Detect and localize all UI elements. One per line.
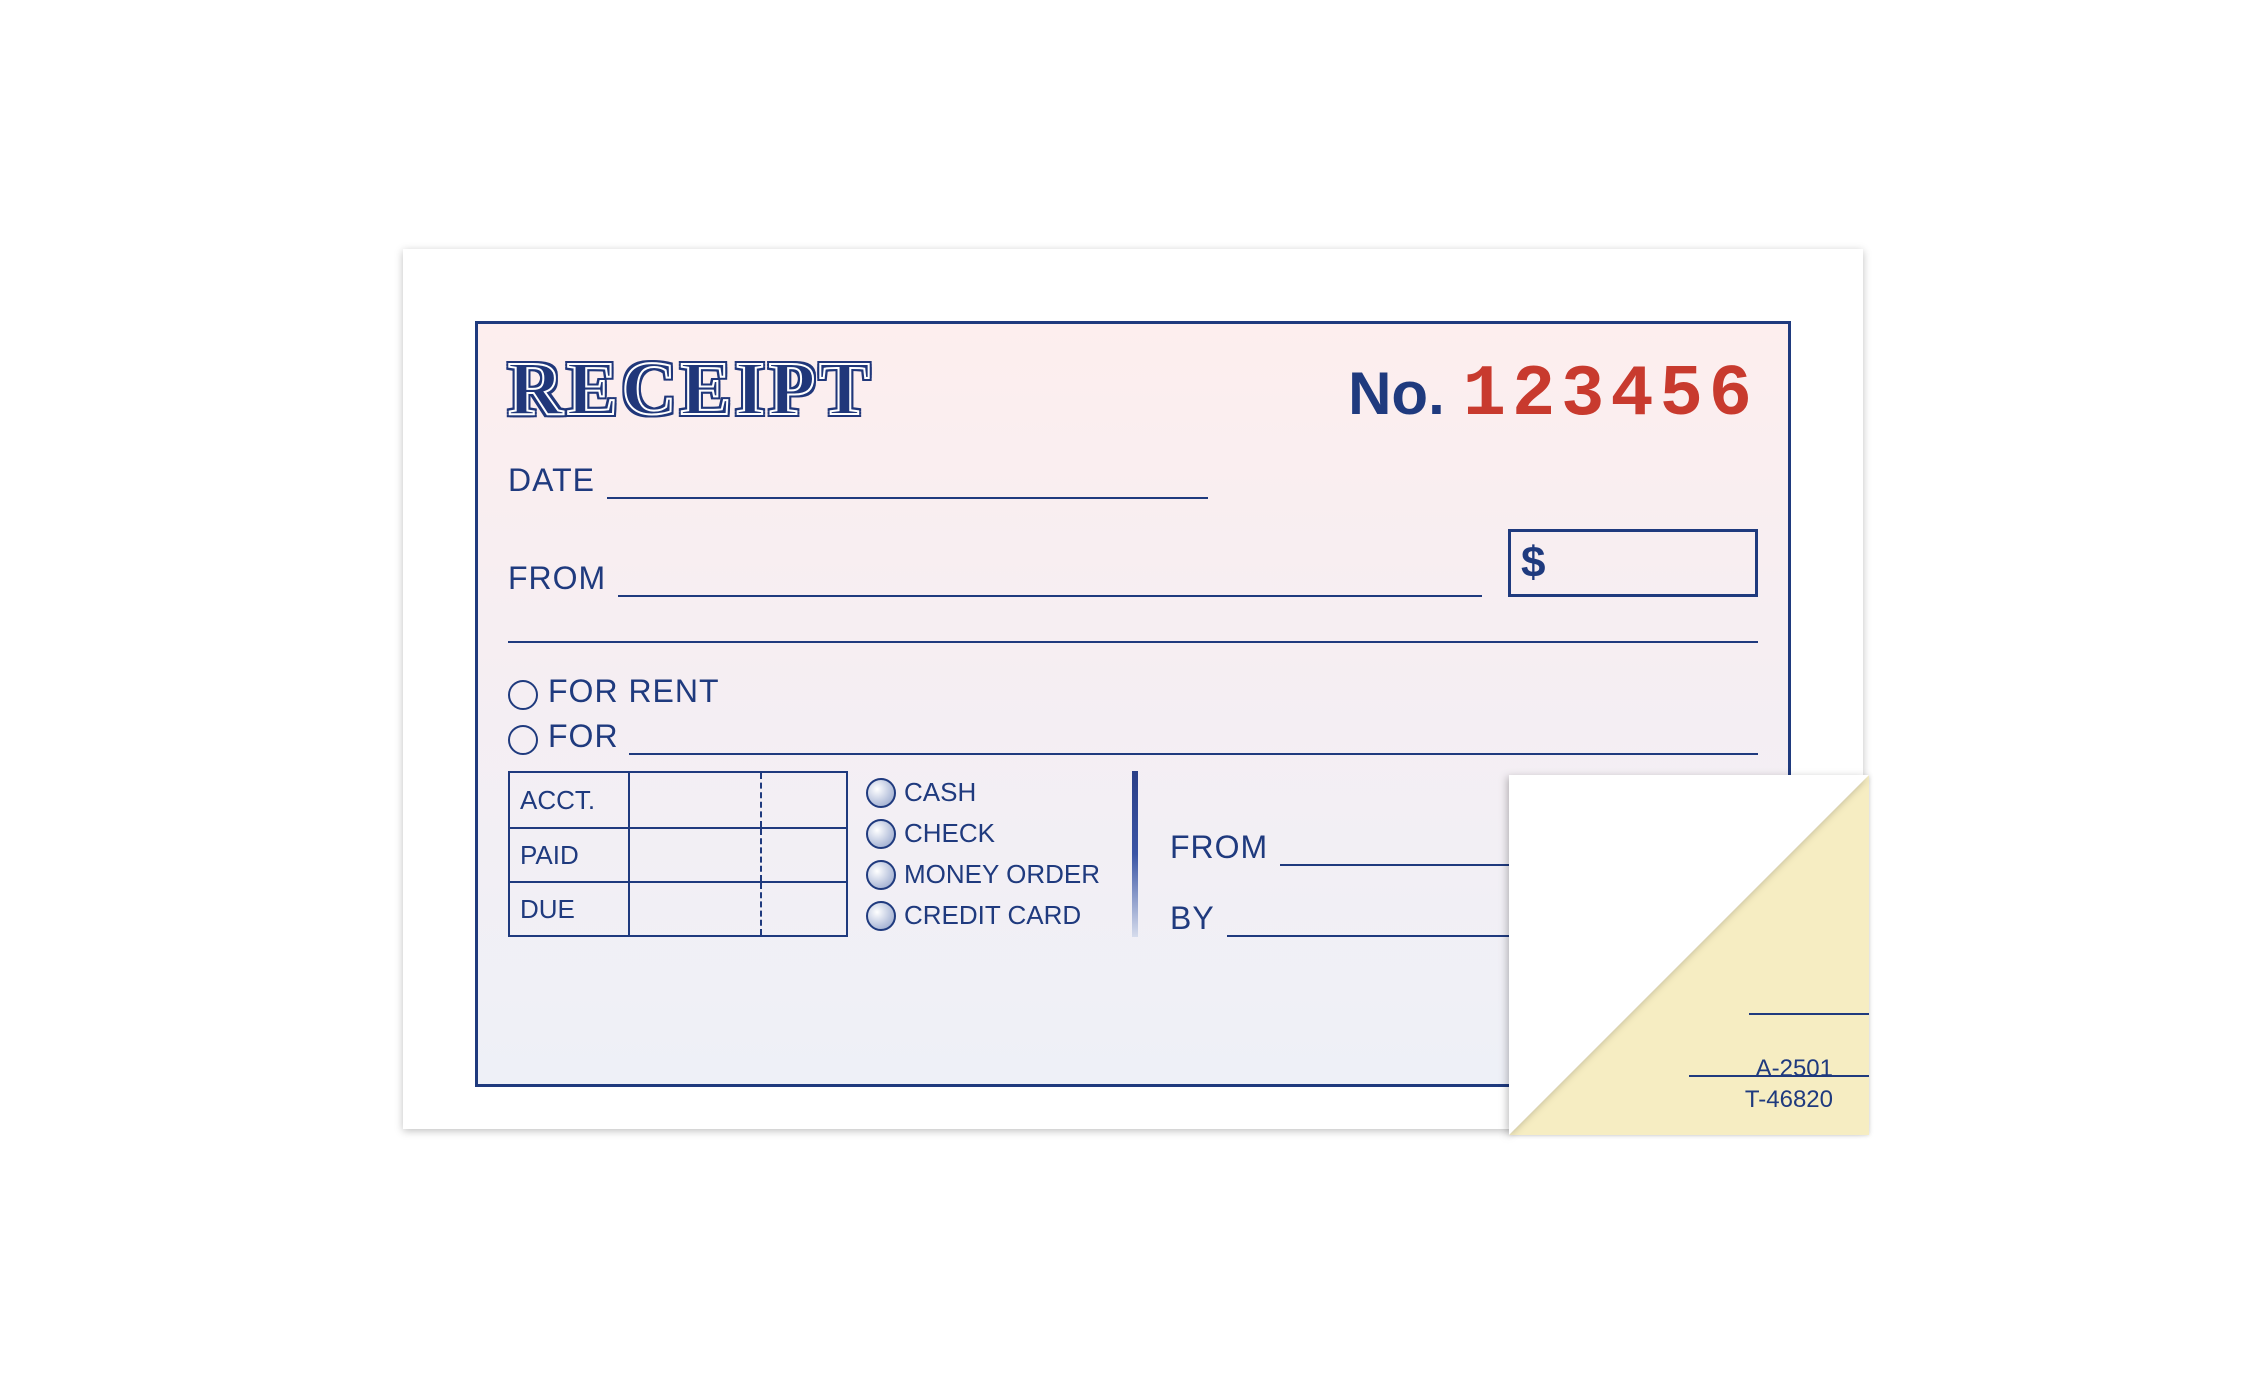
due-cell[interactable] <box>760 883 846 935</box>
period-from-line[interactable] <box>1280 864 1758 866</box>
date-row: DATE <box>508 462 1208 499</box>
pay-money-order-row[interactable]: MONEY ORDER <box>866 859 1100 890</box>
receipt-number: No. 123456 <box>1348 354 1758 436</box>
receipt-border: RECEIPT No. 123456 DATE FROM $ FOR RENT … <box>475 321 1791 1087</box>
code-t: T-46820 <box>1745 1084 1833 1115</box>
due-cell[interactable] <box>630 883 760 935</box>
pay-check-row[interactable]: CHECK <box>866 818 1100 849</box>
radio-icon[interactable] <box>866 901 896 931</box>
from-label: FROM <box>508 560 606 597</box>
for-rent-row[interactable]: FOR RENT <box>508 673 1758 710</box>
acct-label: ACCT. <box>510 773 630 827</box>
account-table: ACCT. PAID DUE <box>508 771 848 937</box>
from-row: FROM $ <box>508 529 1758 597</box>
table-row: DUE <box>510 881 846 935</box>
no-value: 123456 <box>1463 354 1758 436</box>
by-line[interactable] <box>1227 935 1758 937</box>
period-from-row: FROM <box>1170 829 1758 866</box>
vertical-divider <box>1132 771 1138 937</box>
payment-method-column: CASH CHECK MONEY ORDER CREDIT CARD <box>866 771 1100 937</box>
period-column: FROM BY <box>1170 771 1758 937</box>
pay-label: CREDIT CARD <box>904 900 1081 931</box>
for-rent-label: FOR RENT <box>548 673 720 710</box>
table-row: ACCT. <box>510 773 846 827</box>
for-line[interactable] <box>629 753 1758 755</box>
due-label: DUE <box>510 883 630 935</box>
period-from-label: FROM <box>1170 829 1268 866</box>
pay-label: MONEY ORDER <box>904 859 1100 890</box>
radio-icon[interactable] <box>508 680 538 710</box>
dollar-sign: $ <box>1521 538 1545 588</box>
pay-cash-row[interactable]: CASH <box>866 777 1100 808</box>
memo-line[interactable] <box>508 641 1758 643</box>
pay-label: CHECK <box>904 818 995 849</box>
by-label: BY <box>1170 900 1215 937</box>
pay-credit-card-row[interactable]: CREDIT CARD <box>866 900 1100 931</box>
header-row: RECEIPT No. 123456 <box>508 346 1758 436</box>
paid-label: PAID <box>510 829 630 881</box>
date-label: DATE <box>508 462 595 499</box>
radio-icon[interactable] <box>866 819 896 849</box>
bottom-section: ACCT. PAID DUE CASH <box>508 771 1758 937</box>
for-label: FOR <box>548 718 619 755</box>
from-line[interactable] <box>618 595 1482 597</box>
receipt-title: RECEIPT <box>508 346 874 433</box>
date-line[interactable] <box>607 497 1208 499</box>
acct-cell[interactable] <box>630 773 760 827</box>
table-row: PAID <box>510 827 846 881</box>
by-row: BY <box>1170 900 1758 937</box>
amount-box[interactable]: $ <box>1508 529 1758 597</box>
paid-cell[interactable] <box>760 829 846 881</box>
code-a: A-2501 <box>1745 1053 1833 1084</box>
radio-icon[interactable] <box>508 725 538 755</box>
radio-icon[interactable] <box>866 860 896 890</box>
radio-icon[interactable] <box>866 778 896 808</box>
for-row[interactable]: FOR <box>508 718 1758 755</box>
acct-cell[interactable] <box>760 773 846 827</box>
receipt-card: RECEIPT No. 123456 DATE FROM $ FOR RENT … <box>403 249 1863 1129</box>
form-codes: A-2501 T-46820 <box>1745 1053 1833 1115</box>
pay-label: CASH <box>904 777 976 808</box>
no-label: No. <box>1348 359 1445 428</box>
paid-cell[interactable] <box>630 829 760 881</box>
